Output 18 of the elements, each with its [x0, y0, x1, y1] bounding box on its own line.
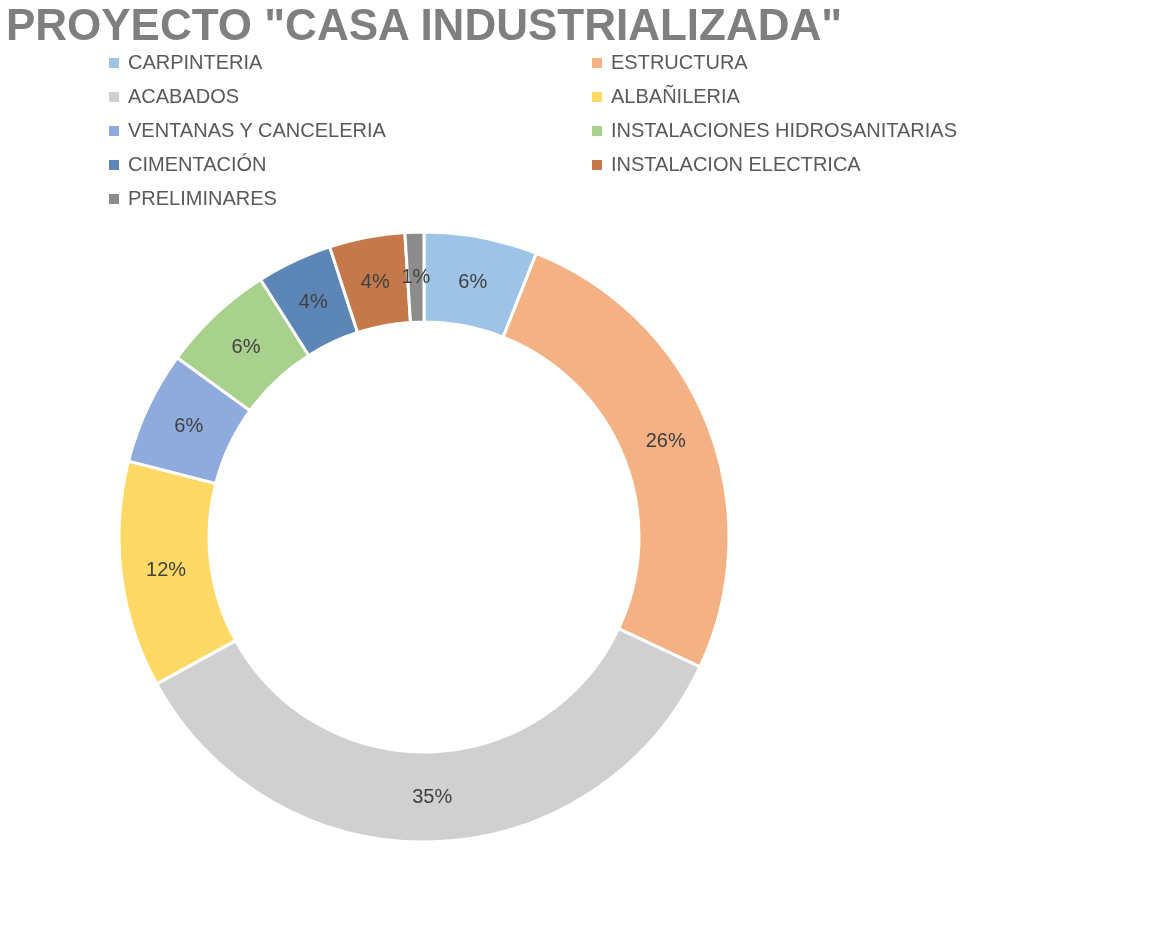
legend-label: ESTRUCTURA: [611, 51, 749, 73]
data-label: 4%: [360, 269, 390, 292]
chart-title: PROYECTO "CASA INDUSTRIALIZADA": [5, 0, 843, 49]
data-label: 4%: [298, 289, 328, 312]
legend-label: CIMENTACIÓN: [128, 153, 267, 175]
legend-label: INSTALACION ELECTRICA: [611, 153, 862, 175]
data-label: 6%: [174, 414, 204, 437]
data-label: 26%: [645, 429, 686, 452]
legend-label: PRELIMINARES: [128, 187, 277, 209]
legend-label: ALBAÑILERIA: [611, 84, 741, 107]
data-label: 12%: [146, 557, 187, 580]
data-label: 35%: [412, 784, 453, 807]
data-label: 6%: [231, 335, 261, 358]
data-label: 6%: [458, 269, 488, 292]
legend-label: VENTANAS Y CANCELERIA: [128, 119, 387, 141]
legend-label: CARPINTERIA: [128, 51, 264, 73]
legend-label: ACABADOS: [128, 85, 240, 107]
legend-label: INSTALACIONES HIDROSANITARIAS: [611, 119, 957, 141]
